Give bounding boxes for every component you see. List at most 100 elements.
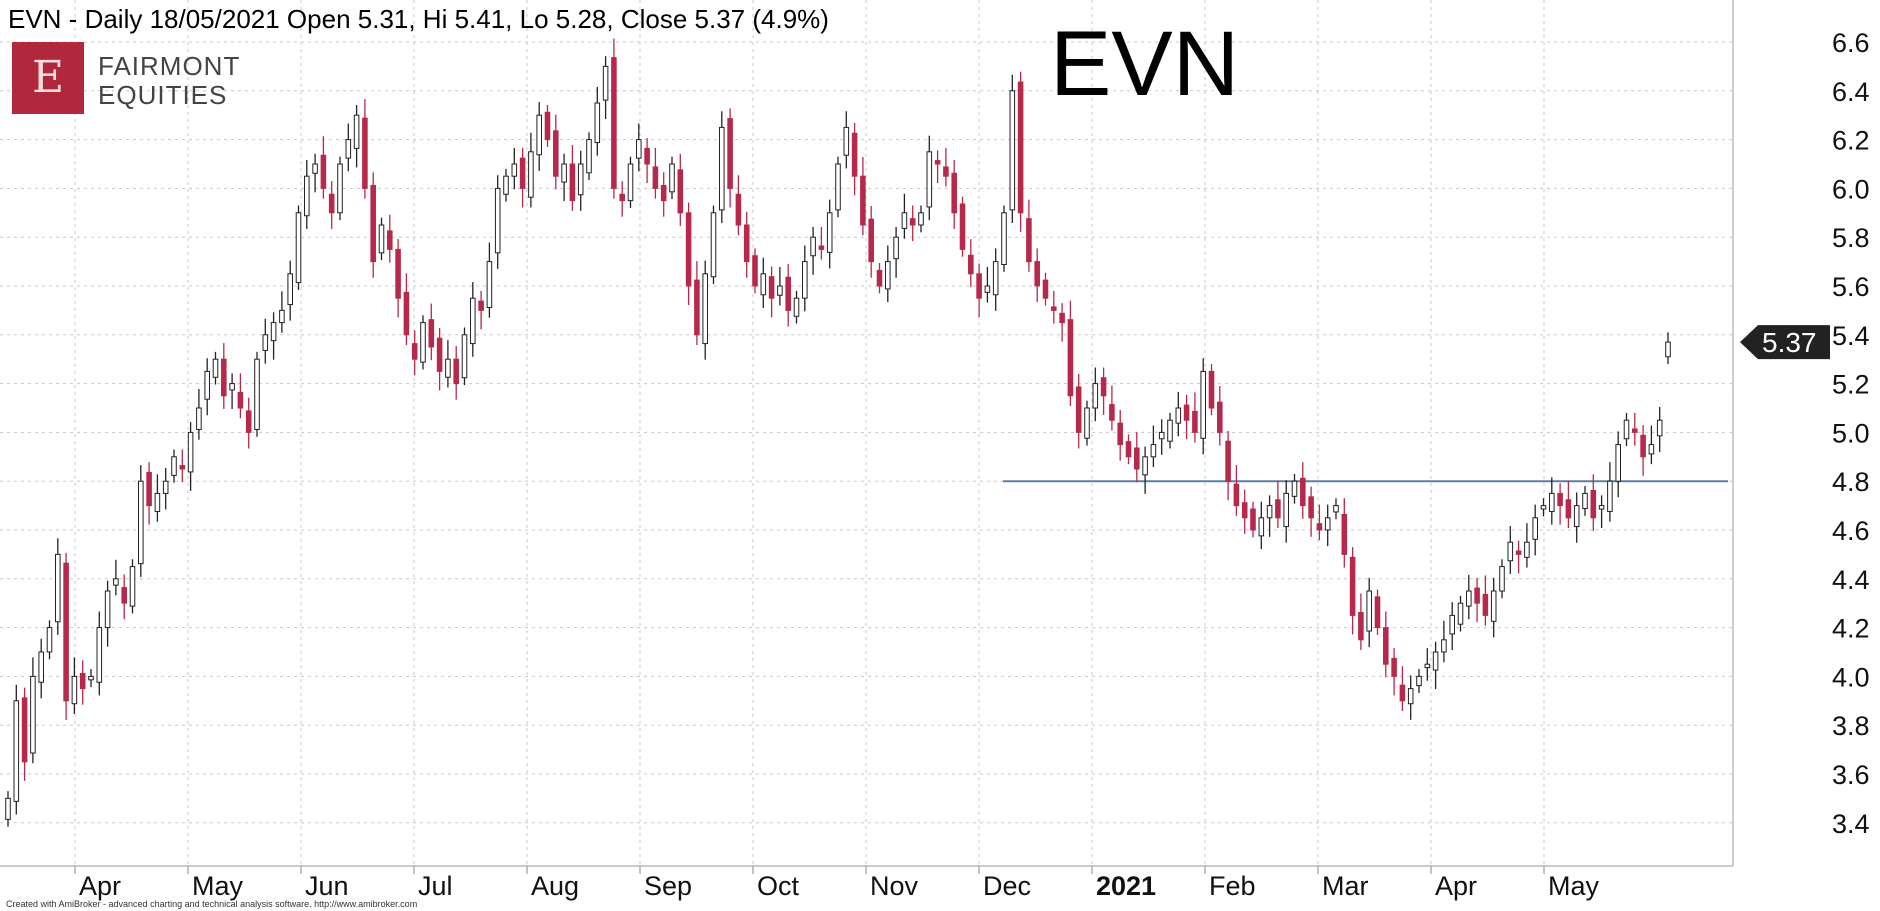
candle	[1034, 248, 1040, 303]
candle	[486, 242, 493, 318]
candle	[1092, 367, 1099, 422]
candle-body	[1399, 684, 1406, 702]
candle-body	[38, 651, 44, 683]
y-tick-label: 5.8	[1832, 223, 1870, 253]
candle-body	[55, 553, 61, 623]
candle	[743, 211, 750, 278]
y-tick-label: 4.2	[1832, 614, 1870, 644]
candle-body	[818, 245, 825, 250]
candle	[461, 327, 468, 386]
candle	[951, 160, 957, 229]
candle	[1573, 492, 1580, 543]
candle-body	[436, 337, 443, 372]
candle	[694, 261, 700, 346]
candle-body	[1158, 431, 1165, 440]
y-tick-label: 3.6	[1832, 760, 1870, 790]
x-tick-label: Nov	[870, 871, 919, 901]
candle	[1349, 547, 1356, 635]
candle-body	[752, 255, 758, 287]
candle	[1507, 526, 1514, 574]
candle-body	[328, 193, 335, 214]
candle	[1208, 364, 1215, 416]
candle	[1590, 474, 1597, 531]
candle-body	[876, 269, 883, 287]
candle	[279, 291, 285, 333]
candle-body	[660, 184, 667, 202]
candle-body	[79, 672, 86, 690]
candle	[88, 669, 94, 688]
candle	[793, 290, 800, 324]
candle-body	[353, 114, 360, 149]
candle	[1374, 589, 1381, 635]
candle	[1656, 407, 1663, 452]
candle-body	[577, 163, 584, 196]
candle	[1183, 394, 1190, 440]
candle-body	[1266, 505, 1273, 519]
candle	[544, 104, 551, 147]
candle-body	[719, 126, 725, 211]
candle-body	[270, 322, 277, 342]
candle	[1441, 620, 1447, 663]
candle-body	[652, 166, 659, 189]
candle-body	[187, 431, 194, 473]
candle-body	[245, 410, 252, 433]
candle-body	[727, 118, 733, 189]
candle	[644, 138, 650, 184]
candle-body	[1225, 440, 1231, 482]
candle	[146, 462, 152, 525]
candle	[627, 156, 634, 208]
candle	[934, 150, 941, 184]
candle-body	[1017, 81, 1024, 214]
candle	[1482, 575, 1489, 626]
candle-body	[287, 273, 293, 306]
candle-body	[113, 578, 119, 586]
candle-body	[1250, 508, 1256, 531]
candle	[1059, 303, 1065, 342]
y-tick-label: 6.4	[1832, 77, 1870, 107]
candle-body	[992, 261, 999, 296]
candle-body	[229, 383, 235, 391]
candle	[727, 108, 733, 208]
candle	[1565, 480, 1572, 529]
candle-body	[1582, 492, 1588, 510]
candle-body	[486, 261, 493, 308]
candle-body	[179, 465, 186, 470]
candle	[1233, 465, 1240, 516]
candle	[1117, 409, 1123, 461]
candle-body	[976, 273, 982, 299]
candle	[1109, 385, 1115, 431]
candle	[1134, 431, 1140, 483]
candle	[1383, 611, 1389, 678]
candle-body	[1474, 587, 1480, 604]
candle-body	[46, 627, 53, 653]
candle-body	[1349, 556, 1356, 616]
candle-body	[453, 358, 459, 385]
candle-body	[511, 163, 518, 177]
candle	[1026, 199, 1032, 272]
candle	[295, 205, 302, 290]
candle-body	[1615, 444, 1621, 482]
candle-body	[1150, 444, 1157, 458]
x-tick-label: Aug	[531, 871, 579, 901]
candle-body	[1557, 492, 1563, 507]
candle-body	[553, 130, 559, 177]
candle	[984, 266, 991, 303]
candle	[187, 422, 194, 491]
candle-body	[1316, 523, 1323, 531]
candle-body	[1208, 370, 1215, 409]
candle-body	[1059, 312, 1065, 324]
candle	[569, 144, 576, 211]
candle	[1175, 391, 1182, 437]
candle	[1358, 593, 1364, 651]
footer-credit: Created with AmiBroker - advanced charti…	[6, 899, 418, 909]
candle	[785, 264, 791, 327]
candle	[802, 245, 808, 312]
candle	[1125, 434, 1132, 465]
candle	[1549, 477, 1555, 525]
candle-body	[1424, 663, 1431, 669]
candle-body	[345, 139, 352, 159]
x-tick-label: Dec	[983, 871, 1031, 901]
candle-body	[254, 358, 260, 430]
candle	[652, 147, 659, 199]
